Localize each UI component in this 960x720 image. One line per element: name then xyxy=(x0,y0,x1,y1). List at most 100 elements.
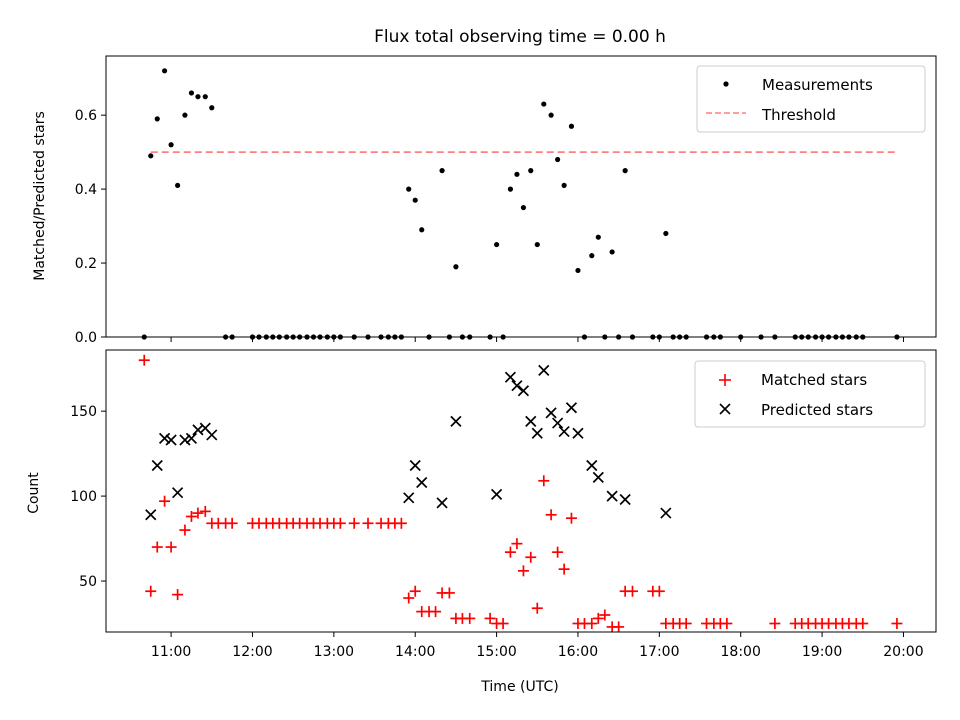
measurement-point xyxy=(609,249,615,255)
matched-star-point xyxy=(680,618,692,630)
matched-star-point xyxy=(172,589,184,601)
predicted-star-point-b xyxy=(416,476,428,489)
predicted-star-point xyxy=(525,415,537,427)
predicted-star-point xyxy=(660,507,672,519)
predicted-star-point-b xyxy=(165,434,177,446)
matched-star-point xyxy=(151,541,163,553)
predicted-star-point xyxy=(511,380,523,392)
legend-measurements-marker xyxy=(723,81,729,87)
matched-star-point xyxy=(145,585,157,597)
measurement-point xyxy=(555,156,561,163)
predicted-star-point-b xyxy=(179,434,191,446)
matched-star-point xyxy=(586,618,598,630)
bottom-plot-layer xyxy=(138,354,903,633)
predicted-star-point xyxy=(552,417,564,429)
matched-star-point xyxy=(409,585,421,597)
legend-threshold-label: Threshold xyxy=(761,106,836,124)
predicted-star-point-b xyxy=(436,497,448,509)
top-panel: 0.0 0.2 0.4 0.6 Matched/Predicted stars Mea… xyxy=(32,55,937,346)
measurement-point xyxy=(453,264,459,270)
predicted-star-point xyxy=(403,492,415,504)
predicted-star-point-b xyxy=(158,432,171,444)
predicted-star-point-b xyxy=(545,407,557,419)
predicted-star-point-b xyxy=(450,415,462,427)
predicted-star-point-b xyxy=(199,422,211,434)
matched-star-point xyxy=(531,602,543,614)
bottom-x-tick-label: 14:00 xyxy=(395,644,435,660)
matched-star-point xyxy=(192,507,204,519)
bottom-x-tick-label: 15:00 xyxy=(476,644,516,660)
bottom-y-tick-label: 100 xyxy=(70,489,97,505)
predicted-star-point xyxy=(531,427,543,439)
predicted-star-point-b xyxy=(552,417,564,429)
matched-star-point xyxy=(592,612,604,624)
predicted-star-point-b xyxy=(145,509,157,521)
predicted-star-point-b xyxy=(558,425,570,438)
matched-star-point xyxy=(891,618,903,630)
predicted-star-point-b xyxy=(517,385,530,397)
predicted-star-point-b xyxy=(592,471,604,484)
bottom-x-tick-label: 13:00 xyxy=(314,644,354,660)
measurement-point xyxy=(575,267,581,274)
measurement-point xyxy=(419,227,425,233)
matched-star-point xyxy=(464,612,476,624)
predicted-star-point-b xyxy=(409,459,421,472)
predicted-star-point-b xyxy=(586,459,598,472)
bottom-x-tick-label: 16:00 xyxy=(558,644,598,660)
bottom-x-tick-label: 17:00 xyxy=(639,644,679,660)
matched-star-point xyxy=(769,618,781,630)
predicted-star-point xyxy=(606,490,618,502)
predicted-star-point xyxy=(416,476,428,489)
matched-star-point xyxy=(395,517,407,529)
predicted-star-point-b xyxy=(565,402,578,414)
measurement-point xyxy=(148,153,154,159)
top-legend-box xyxy=(696,65,926,133)
measurement-point xyxy=(202,94,208,100)
matched-star-point xyxy=(653,585,665,597)
predicted-star-point xyxy=(517,385,530,397)
matched-star-point xyxy=(511,538,523,550)
top-y-tick-label: 0.4 xyxy=(75,182,97,198)
predicted-star-point-b xyxy=(151,459,163,472)
predicted-star-point xyxy=(192,424,204,436)
predicted-star-point-b xyxy=(185,432,198,444)
matched-star-point xyxy=(185,510,197,522)
bottom-x-tick-label: 20:00 xyxy=(883,644,923,660)
legend-measurements-label: Measurements xyxy=(762,76,873,94)
bottom-legend: Matched stars Predicted stars xyxy=(694,360,926,428)
predicted-star-point-b xyxy=(525,415,537,427)
predicted-star-point-b xyxy=(606,490,618,502)
bottom-panel: 50 100 150 11:00 12:00 13:00 14:00 15:00 16:00 17… xyxy=(26,349,937,695)
matched-star-point xyxy=(199,505,211,517)
predicted-star-point xyxy=(490,488,503,500)
legend-predicted-marker xyxy=(719,403,731,415)
measurement-point xyxy=(161,68,168,74)
matched-star-point xyxy=(599,609,611,621)
matched-star-point xyxy=(517,565,529,577)
matched-star-point xyxy=(552,546,564,558)
measurement-point xyxy=(493,241,500,248)
matched-star-point xyxy=(179,524,191,536)
measurement-point xyxy=(412,197,418,203)
bottom-x-tick-label: 12:00 xyxy=(232,644,272,660)
predicted-star-point-b xyxy=(206,429,218,441)
top-y-tick-label: 0.6 xyxy=(75,108,97,124)
predicted-star-point xyxy=(558,425,570,438)
bottom-x-tick-label: 18:00 xyxy=(721,644,761,660)
predicted-star-point-b xyxy=(490,488,503,500)
matched-star-point xyxy=(334,517,346,529)
top-y-tick-label: 0.0 xyxy=(75,330,97,346)
matched-star-point xyxy=(504,546,516,558)
predicted-star-point xyxy=(172,487,184,499)
matched-star-point xyxy=(626,585,638,597)
measurement-point xyxy=(168,142,174,148)
measurement-point xyxy=(209,105,215,111)
measurement-point xyxy=(622,168,628,174)
predicted-star-point xyxy=(165,434,177,446)
legend-matched-label: Matched stars xyxy=(761,371,867,389)
predicted-star-point-b xyxy=(619,493,631,506)
measurement-point xyxy=(589,253,595,259)
measurement-point xyxy=(663,230,669,237)
matched-star-point xyxy=(613,621,625,633)
